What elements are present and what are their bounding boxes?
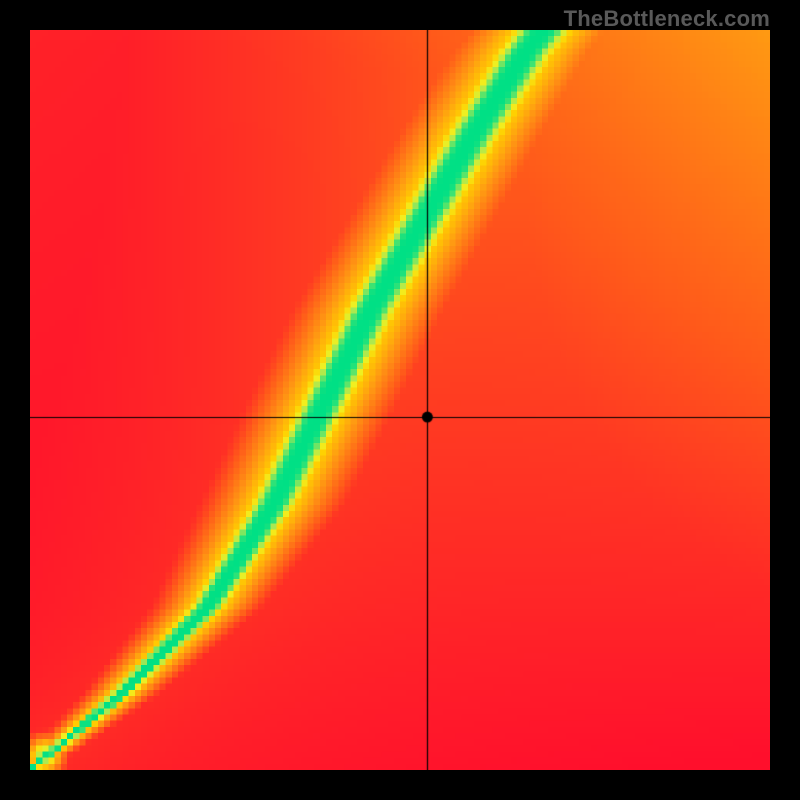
watermark-text: TheBottleneck.com: [564, 6, 770, 32]
chart-container: TheBottleneck.com: [0, 0, 800, 800]
crosshair-overlay: [30, 30, 770, 770]
